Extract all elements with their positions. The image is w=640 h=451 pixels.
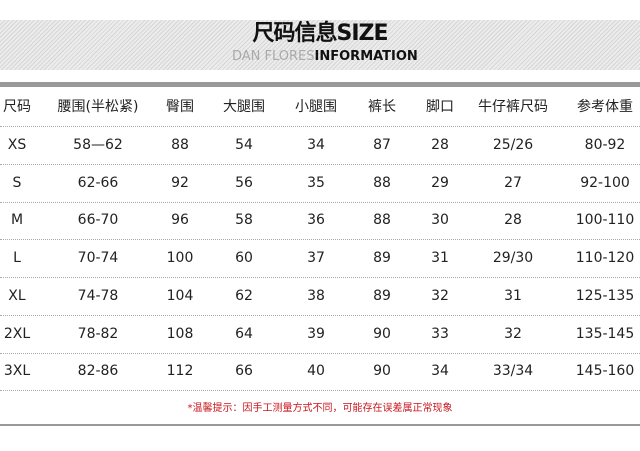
table-cell: 33 xyxy=(431,325,449,342)
table-cell: 89 xyxy=(373,287,391,304)
table-row: 2XL 78-82 108 64 39 90 33 32 135-145 xyxy=(0,316,640,354)
table-cell: 66-70 xyxy=(77,212,119,229)
table-cell: 88 xyxy=(373,174,391,191)
table-cell: 110-120 xyxy=(575,250,635,267)
table-cell: 64 xyxy=(235,325,253,342)
table-cell: 145-160 xyxy=(575,363,635,380)
table-cell: 62 xyxy=(235,287,253,304)
column-header: 腰围(半松紧) xyxy=(57,99,139,115)
table-cell: 31 xyxy=(431,250,449,267)
banner-subtitle: DAN FLORESINFORMATION xyxy=(232,49,418,65)
column-header: 裤长 xyxy=(368,99,396,115)
table-cell: 104 xyxy=(166,287,194,304)
table-cell: 96 xyxy=(171,212,189,229)
table-cell: 35 xyxy=(307,174,325,191)
table-cell: M xyxy=(10,212,24,229)
banner-title: 尺码信息SIZE xyxy=(252,21,388,46)
table-cell: 82-86 xyxy=(77,363,119,380)
table-cell: 28 xyxy=(431,137,449,153)
table-cell: 92-100 xyxy=(580,174,630,191)
header-row: 尺码 腰围(半松紧) 臀围 大腿围 小腿围 裤长 脚口 牛仔裤尺码 参考体重 xyxy=(0,89,640,127)
table-cell: 38 xyxy=(307,287,325,304)
table-cell: 39 xyxy=(307,325,325,342)
table-row: S 62-66 92 56 35 88 29 27 92-100 xyxy=(0,165,640,203)
table-cell: 27 xyxy=(504,174,522,191)
table-cell: 32 xyxy=(504,325,522,342)
table-cell: 100 xyxy=(166,250,194,267)
table-cell: 58 xyxy=(235,212,253,229)
column-header: 牛仔裤尺码 xyxy=(478,99,548,115)
table-cell: 112 xyxy=(166,363,194,380)
table-cell: 78-82 xyxy=(77,325,119,342)
column-header: 参考体重 xyxy=(577,99,633,115)
table-cell: 2XL xyxy=(3,325,31,342)
table-cell: 56 xyxy=(235,174,253,191)
table-cell: 3XL xyxy=(3,363,31,380)
column-header: 小腿围 xyxy=(295,99,337,115)
table-cell: 100-110 xyxy=(575,212,635,229)
table-row: L 70-74 100 60 37 89 31 29/30 110-120 xyxy=(0,240,640,279)
table-cell: 28 xyxy=(504,212,522,229)
column-header: 尺码 xyxy=(3,99,31,115)
table-cell: 92 xyxy=(171,174,189,191)
column-header: 臀围 xyxy=(166,99,194,115)
table-cell: 34 xyxy=(431,363,449,380)
measurement-note: *温馨提示：因手工测量方式不同，可能存在误差属正常现象 xyxy=(187,403,453,414)
table-cell: 58—62 xyxy=(73,137,123,153)
table-cell: 70-74 xyxy=(77,250,119,267)
subtitle-information: INFORMATION xyxy=(314,49,418,64)
table-cell: 29/30 xyxy=(492,250,534,267)
table-cell: 135-145 xyxy=(575,325,635,342)
table-cell: 33/34 xyxy=(492,363,534,380)
table-cell: 29 xyxy=(431,174,449,191)
table-cell: 37 xyxy=(307,250,325,267)
table-cell: 62-66 xyxy=(77,174,119,191)
divider xyxy=(0,82,640,87)
table-cell: 74-78 xyxy=(77,287,119,304)
table-cell: XL xyxy=(8,287,26,304)
table-cell: 40 xyxy=(307,363,325,380)
table-row: 3XL 82-86 112 66 40 90 34 33/34 145-160 xyxy=(0,353,640,392)
table-cell: L xyxy=(13,250,21,267)
bottom-divider xyxy=(0,424,640,426)
column-header: 大腿围 xyxy=(223,99,265,115)
table-cell: 108 xyxy=(166,325,194,342)
table-cell: 36 xyxy=(307,212,325,229)
table-cell: 30 xyxy=(431,212,449,229)
table-row: XS 58—62 88 54 34 87 28 25/26 80-92 xyxy=(0,127,640,165)
table-cell: 90 xyxy=(373,325,391,342)
table-cell: 32 xyxy=(431,287,449,304)
title-banner xyxy=(0,20,640,70)
table-cell: 88 xyxy=(373,212,391,229)
table-cell: 66 xyxy=(235,363,253,380)
table-cell: 60 xyxy=(235,250,253,267)
table-cell: 125-135 xyxy=(575,287,635,304)
table-cell: S xyxy=(12,174,22,191)
table-cell: 25/26 xyxy=(492,137,534,153)
column-header: 脚口 xyxy=(426,99,454,115)
table-row: M 66-70 96 58 36 88 30 28 100-110 xyxy=(0,202,640,241)
table-cell: 90 xyxy=(373,363,391,380)
table-cell: 89 xyxy=(373,250,391,267)
table-row: XL 74-78 104 62 38 89 32 31 125-135 xyxy=(0,278,640,316)
table-cell: 88 xyxy=(171,137,189,153)
table-cell: 54 xyxy=(235,137,253,153)
table-cell: 80-92 xyxy=(584,137,626,153)
table-cell: 31 xyxy=(504,287,522,304)
table-cell: 34 xyxy=(307,137,325,153)
subtitle-brand: DAN FLORES xyxy=(232,49,315,64)
table-cell: 87 xyxy=(373,137,391,153)
table-cell: XS xyxy=(7,137,27,153)
